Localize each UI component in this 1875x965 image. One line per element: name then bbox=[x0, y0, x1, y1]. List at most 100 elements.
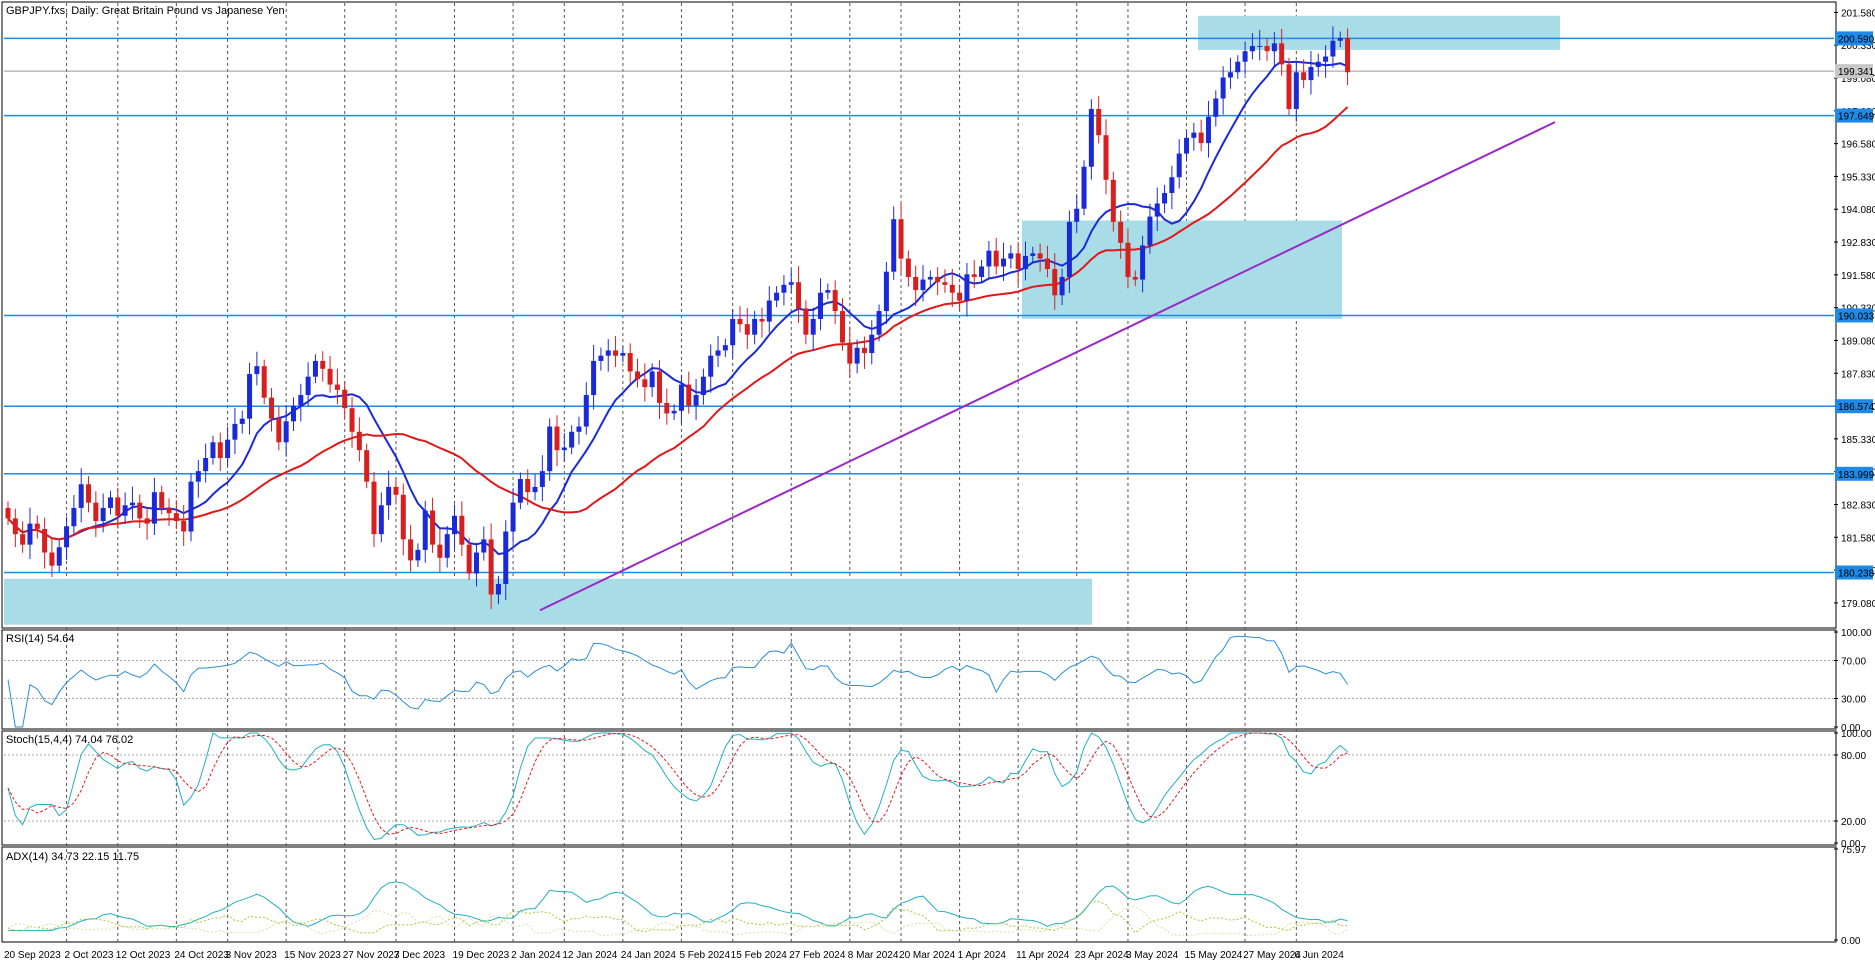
zone-bottom bbox=[4, 578, 1092, 625]
candle-body bbox=[1140, 245, 1146, 280]
candle-body bbox=[173, 513, 179, 522]
candle-body bbox=[27, 523, 33, 545]
level-label: 186.574 bbox=[1838, 402, 1875, 413]
candle-body bbox=[796, 282, 802, 309]
candle-body bbox=[49, 552, 55, 566]
indicator-tick-label: 70.00 bbox=[1841, 657, 1866, 668]
candle-body bbox=[781, 284, 787, 293]
candle-body bbox=[957, 292, 963, 301]
indicator-tick-label: 0.00 bbox=[1841, 723, 1861, 734]
date-label: 19 Dec 2023 bbox=[453, 950, 510, 961]
candle-body bbox=[576, 426, 582, 432]
date-label: 23 Apr 2024 bbox=[1075, 950, 1129, 961]
candle-body bbox=[1315, 61, 1321, 67]
candle-body bbox=[927, 276, 933, 280]
candle-body bbox=[510, 502, 516, 532]
candle-body bbox=[1271, 43, 1277, 52]
date-label: 15 Nov 2023 bbox=[284, 950, 341, 961]
stoch-pane-border bbox=[1, 730, 1837, 846]
candle-body bbox=[422, 510, 428, 550]
candle-body bbox=[613, 350, 619, 356]
candle-body bbox=[1242, 51, 1248, 62]
candle-body bbox=[561, 447, 567, 451]
candle-body bbox=[1022, 255, 1028, 270]
date-label: 2 Jan 2024 bbox=[511, 950, 561, 961]
candle-body bbox=[664, 402, 670, 414]
candle-body bbox=[539, 471, 545, 487]
candle-body bbox=[598, 355, 604, 361]
candle-body bbox=[305, 376, 311, 396]
candle-body bbox=[708, 355, 714, 377]
candle-body bbox=[5, 507, 11, 519]
candle-body bbox=[825, 290, 831, 293]
candle-body bbox=[1162, 192, 1168, 204]
candle-body bbox=[883, 271, 889, 312]
candle-body bbox=[605, 350, 611, 356]
candle-body bbox=[1220, 77, 1226, 99]
candle-body bbox=[144, 518, 150, 524]
candle-body bbox=[290, 405, 296, 422]
indicator-panes: 100.0070.0030.000.00100.0080.0020.000.00… bbox=[4, 628, 1872, 947]
candle-body bbox=[671, 410, 677, 414]
level-label-box bbox=[1835, 308, 1873, 323]
date-label: 24 Jan 2024 bbox=[621, 950, 676, 961]
rsi-header: RSI(14) 54.64 bbox=[6, 633, 74, 645]
level-label-box bbox=[1835, 31, 1873, 46]
date-label: 3 May 2024 bbox=[1126, 950, 1179, 961]
indicator-tick-label: 30.00 bbox=[1841, 695, 1866, 706]
indicator-tick-label: 100.00 bbox=[1841, 628, 1872, 639]
candle-body bbox=[1227, 72, 1233, 78]
candle-body bbox=[1103, 135, 1109, 180]
candle-body bbox=[56, 547, 62, 566]
candle-body bbox=[547, 426, 553, 472]
candle-body bbox=[525, 479, 531, 493]
candle-body bbox=[1044, 258, 1050, 270]
candle-body bbox=[93, 502, 99, 522]
date-label: 27 May 2024 bbox=[1243, 950, 1301, 961]
candle-body bbox=[1081, 166, 1087, 209]
trendline[interactable] bbox=[539, 121, 1556, 612]
candle-body bbox=[20, 534, 26, 545]
candle-body bbox=[444, 534, 450, 558]
candle-body bbox=[1301, 72, 1307, 81]
stoch-main-line bbox=[7, 732, 1348, 841]
candle-body bbox=[71, 507, 77, 527]
candle-body bbox=[356, 431, 362, 451]
candle-body bbox=[1279, 43, 1285, 65]
date-label: 27 Feb 2024 bbox=[789, 950, 846, 961]
candle-body bbox=[832, 290, 838, 312]
candle-body bbox=[861, 347, 867, 354]
candle-body bbox=[400, 494, 406, 540]
horizontal-levels[interactable] bbox=[4, 37, 1834, 574]
candle-body bbox=[759, 318, 765, 322]
candle-body bbox=[788, 282, 794, 285]
candle-body bbox=[1118, 221, 1124, 243]
candle-body bbox=[78, 484, 84, 508]
level-labels: 200.590 197.649 190.033 186.574 183.999 180.2… bbox=[1835, 31, 1875, 580]
candle-body bbox=[730, 318, 736, 346]
candle-body bbox=[942, 282, 948, 285]
candle-body bbox=[1169, 177, 1175, 193]
candle-body bbox=[349, 408, 355, 432]
candle-body bbox=[774, 292, 780, 301]
candle-body bbox=[1337, 38, 1343, 41]
candle-body bbox=[642, 379, 648, 388]
level-label-box bbox=[1835, 108, 1873, 123]
date-label: 12 Jan 2024 bbox=[562, 950, 617, 961]
level-label: 197.649 bbox=[1838, 112, 1875, 123]
candle-body bbox=[656, 371, 662, 403]
candle-body bbox=[964, 274, 970, 301]
candle-body bbox=[320, 360, 326, 369]
candle-body bbox=[107, 497, 113, 508]
candle-body bbox=[203, 458, 209, 472]
candle-body bbox=[1030, 253, 1036, 256]
candle-body bbox=[232, 423, 238, 440]
adx-pane-border bbox=[1, 846, 1837, 943]
candle-body bbox=[1235, 61, 1241, 73]
candle-body bbox=[1191, 132, 1197, 138]
candle-body bbox=[239, 418, 245, 424]
date-label: 7 Dec 2023 bbox=[394, 950, 446, 961]
chart-title: GBPJPY.fxs, Daily: Great Britain Pound v… bbox=[6, 5, 285, 17]
candle-body bbox=[935, 276, 941, 283]
